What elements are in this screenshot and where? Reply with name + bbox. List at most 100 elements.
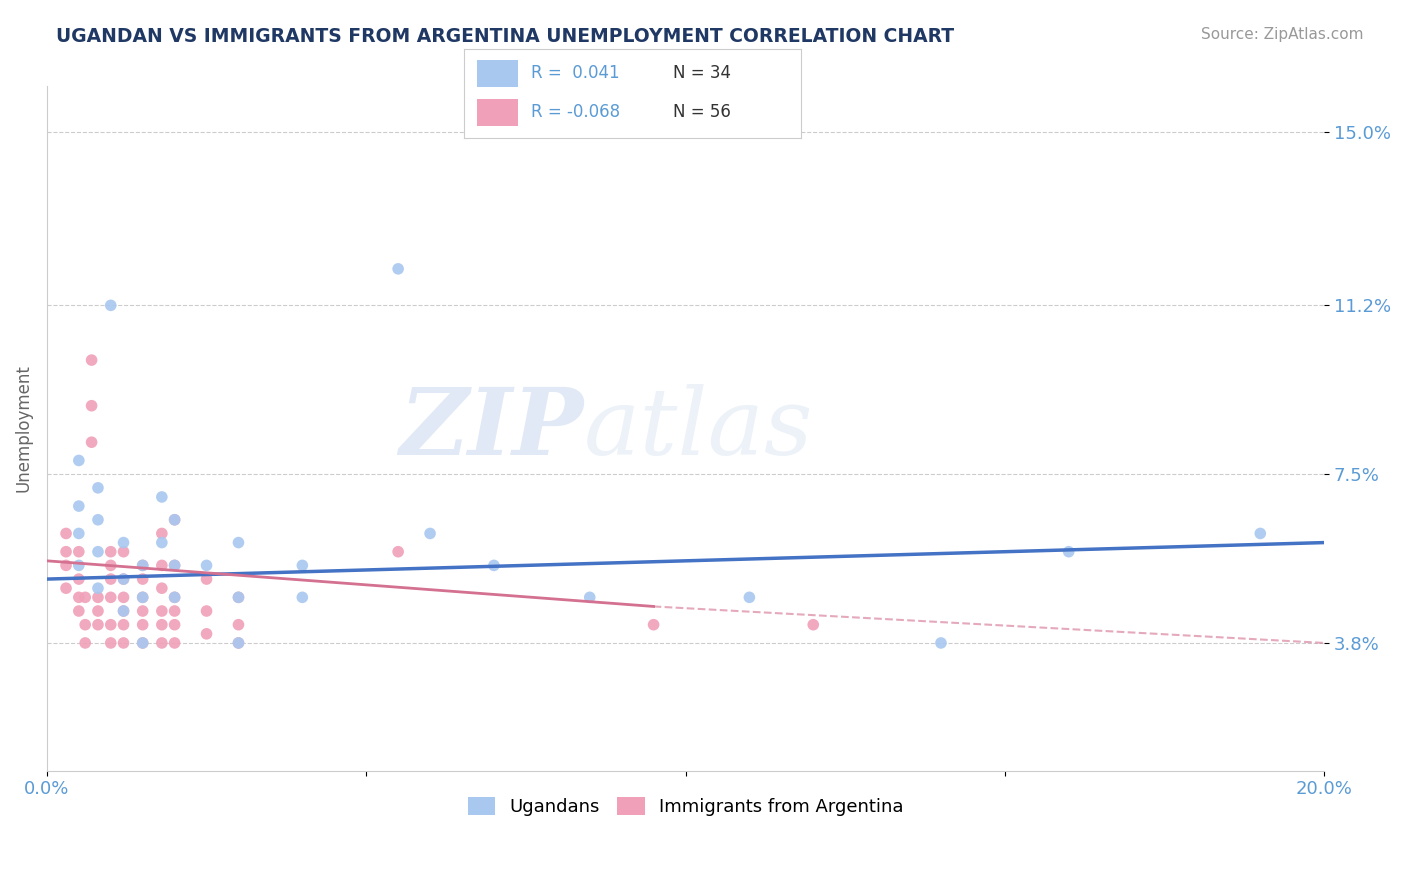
Point	[112, 604, 135, 618]
Point	[578, 591, 600, 605]
Point	[87, 604, 110, 618]
Point	[195, 572, 218, 586]
Point	[112, 572, 135, 586]
Point	[131, 572, 153, 586]
Point	[67, 604, 90, 618]
Point	[163, 604, 186, 618]
Point	[163, 513, 186, 527]
Point	[195, 627, 218, 641]
Point	[67, 572, 90, 586]
FancyBboxPatch shape	[478, 60, 517, 87]
Point	[55, 581, 77, 595]
Point	[387, 261, 409, 276]
Text: atlas: atlas	[583, 384, 813, 474]
Point	[163, 558, 186, 573]
Point	[112, 636, 135, 650]
Point	[112, 572, 135, 586]
Point	[100, 617, 122, 632]
Point	[131, 604, 153, 618]
Point	[55, 526, 77, 541]
Point	[112, 591, 135, 605]
Point	[150, 535, 173, 549]
Point	[150, 490, 173, 504]
Point	[75, 636, 97, 650]
Text: N = 56: N = 56	[673, 103, 731, 121]
Point	[131, 558, 153, 573]
Point	[87, 591, 110, 605]
Point	[80, 399, 103, 413]
Y-axis label: Unemployment: Unemployment	[15, 365, 32, 492]
Point	[163, 591, 186, 605]
Point	[163, 513, 186, 527]
Point	[55, 545, 77, 559]
Point	[131, 636, 153, 650]
Point	[67, 453, 90, 467]
Text: N = 34: N = 34	[673, 64, 731, 82]
Text: R =  0.041: R = 0.041	[531, 64, 620, 82]
Point	[163, 617, 186, 632]
Text: ZIP: ZIP	[399, 384, 583, 474]
Point	[228, 591, 250, 605]
Point	[163, 591, 186, 605]
Point	[87, 545, 110, 559]
Point	[87, 617, 110, 632]
Point	[100, 636, 122, 650]
Point	[67, 545, 90, 559]
Point	[131, 617, 153, 632]
Point	[801, 617, 824, 632]
Point	[150, 617, 173, 632]
Point	[87, 581, 110, 595]
Point	[100, 545, 122, 559]
Point	[112, 617, 135, 632]
Point	[67, 526, 90, 541]
Point	[131, 591, 153, 605]
Point	[419, 526, 441, 541]
Point	[195, 558, 218, 573]
Point	[228, 617, 250, 632]
Point	[80, 353, 103, 368]
Point	[150, 636, 173, 650]
Point	[482, 558, 505, 573]
Point	[87, 481, 110, 495]
Point	[291, 591, 314, 605]
Point	[163, 636, 186, 650]
Text: R = -0.068: R = -0.068	[531, 103, 620, 121]
Point	[112, 604, 135, 618]
Point	[112, 545, 135, 559]
Point	[100, 591, 122, 605]
Point	[131, 558, 153, 573]
Point	[929, 636, 952, 650]
Point	[75, 591, 97, 605]
Point	[80, 435, 103, 450]
Point	[131, 591, 153, 605]
Text: UGANDAN VS IMMIGRANTS FROM ARGENTINA UNEMPLOYMENT CORRELATION CHART: UGANDAN VS IMMIGRANTS FROM ARGENTINA UNE…	[56, 27, 955, 45]
Point	[228, 636, 250, 650]
Point	[228, 636, 250, 650]
Point	[100, 558, 122, 573]
FancyBboxPatch shape	[478, 99, 517, 126]
Text: Source: ZipAtlas.com: Source: ZipAtlas.com	[1201, 27, 1364, 42]
Point	[643, 617, 665, 632]
Point	[1249, 526, 1271, 541]
Point	[67, 499, 90, 513]
Point	[150, 558, 173, 573]
Point	[150, 604, 173, 618]
Point	[163, 558, 186, 573]
Point	[291, 558, 314, 573]
Point	[67, 558, 90, 573]
Legend: Ugandans, Immigrants from Argentina: Ugandans, Immigrants from Argentina	[460, 789, 911, 823]
Point	[195, 604, 218, 618]
Point	[150, 526, 173, 541]
Point	[131, 636, 153, 650]
Point	[387, 545, 409, 559]
Point	[112, 535, 135, 549]
Point	[738, 591, 761, 605]
Point	[87, 513, 110, 527]
Point	[55, 558, 77, 573]
Point	[150, 581, 173, 595]
Point	[75, 617, 97, 632]
Point	[67, 591, 90, 605]
Point	[100, 572, 122, 586]
Point	[100, 298, 122, 312]
Point	[228, 591, 250, 605]
